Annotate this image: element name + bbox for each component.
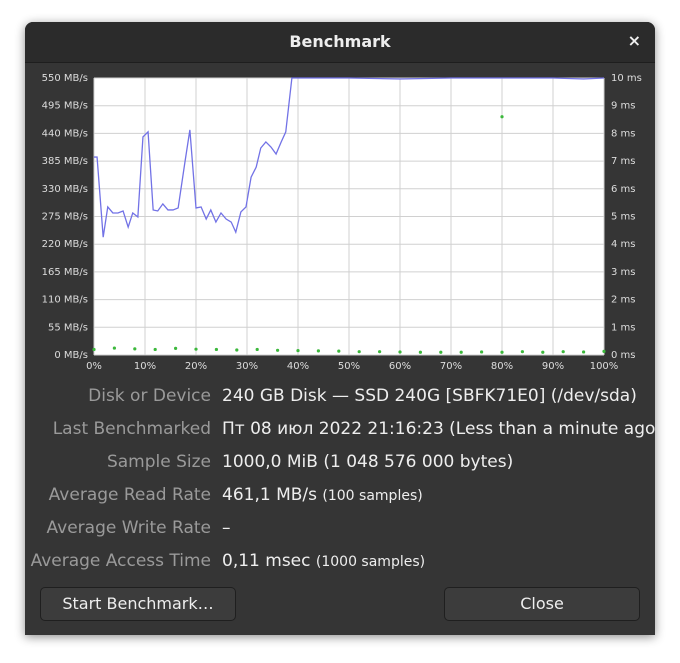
window-title: Benchmark <box>289 32 391 51</box>
x-tick-label: 40% <box>287 361 309 372</box>
y-tick-label: 110 MB/s <box>42 295 88 306</box>
x-tick-label: 50% <box>338 361 360 372</box>
y-tick-label: 330 MB/s <box>42 184 88 195</box>
x-tick-label: 10% <box>134 361 156 372</box>
access-time-point <box>235 348 239 352</box>
row-value-group: – <box>222 518 231 538</box>
info-row: Last Benchmarked Пт 08 июл 2022 21:16:23 … <box>25 419 655 445</box>
access-time-point <box>439 350 443 354</box>
x-tick-label: 20% <box>185 361 207 372</box>
row-label: Disk or Device <box>88 386 211 406</box>
x-tick-label: 100% <box>590 361 619 372</box>
y-tick-label: 0 MB/s <box>54 350 88 361</box>
access-time-point <box>276 348 280 352</box>
y-tick-label: 495 MB/s <box>42 101 88 112</box>
y2-tick-label: 6 ms <box>611 184 636 195</box>
access-time-point <box>214 347 218 352</box>
x-tick-label: 60% <box>389 361 411 372</box>
access-time-point <box>418 350 422 354</box>
access-time-point <box>520 350 524 354</box>
y2-tick-label: 10 ms <box>611 73 642 84</box>
row-value-group: 1000,0 MiB (1 048 576 000 bytes) <box>222 452 513 472</box>
access-time-point <box>316 349 320 353</box>
row-value-group: 240 GB Disk — SSD 240G [SBFK71E0] (/dev/… <box>222 386 637 406</box>
x-tick-label: 90% <box>542 361 564 372</box>
row-value: 240 GB Disk — SSD 240G [SBFK71E0] (/dev/… <box>222 386 637 406</box>
x-tick-label: 0% <box>86 361 102 372</box>
info-row: Sample Size 1000,0 MiB (1 048 576 000 byt… <box>25 452 655 478</box>
y-tick-label: 275 MB/s <box>42 212 88 223</box>
access-time-point <box>602 349 606 353</box>
access-time-point <box>357 350 361 354</box>
chart: 0% 10% 20% 30% 40% 50% 60% 70% 80% 90% 100% 0 MB/s 5… <box>42 73 642 372</box>
access-time-point <box>459 350 463 354</box>
y2-tick-label: 1 ms <box>611 322 636 333</box>
y2-tick-label: 5 ms <box>611 212 636 223</box>
row-value-group: 461,1 MB/s (100 samples) <box>222 485 423 505</box>
y2-tick-label: 8 ms <box>611 128 636 139</box>
access-time-point <box>133 347 137 351</box>
access-time-point <box>500 115 504 119</box>
row-value: 1000,0 MiB (1 048 576 000 bytes) <box>222 452 514 472</box>
y2-tick-label: 0 ms <box>611 350 636 361</box>
dialog: Benchmark × 0% 10% 20% 30% 40% 50% 60% 70% 80% 90… <box>25 22 655 635</box>
access-time-point <box>112 346 116 350</box>
access-time-point <box>561 350 565 354</box>
access-time-point <box>480 350 484 354</box>
y2-tick-label: 3 ms <box>611 267 636 278</box>
access-time-point <box>500 350 504 354</box>
row-label: Last Benchmarked <box>52 419 211 439</box>
info-row: Disk or Device 240 GB Disk — SSD 240G [SB… <box>25 386 655 412</box>
start-button[interactable]: Start Benchmark… <box>40 587 236 621</box>
y-tick-label: 550 MB/s <box>42 73 88 84</box>
access-time-point <box>582 350 586 354</box>
x-tick-label: 30% <box>236 361 258 372</box>
row-value: Пт 08 июл 2022 21:16:23 (Less than a min… <box>222 419 655 439</box>
info-row: Average Read Rate 461,1 MB/s (100 samples… <box>25 485 655 511</box>
row-label: Sample Size <box>106 452 211 472</box>
row-note: (1000 samples) <box>315 554 426 570</box>
y2-tick-label: 4 ms <box>611 239 636 250</box>
row-value-group: 0,11 msec (1000 samples) <box>222 551 425 571</box>
access-time-point <box>378 350 382 354</box>
row-label: Average Write Rate <box>46 518 211 538</box>
row-label: Average Read Rate <box>48 485 211 505</box>
info-row: Average Access Time 0,11 msec (1000 sampl… <box>25 551 655 577</box>
x-tick-label: 80% <box>491 361 513 372</box>
y-tick-label: 220 MB/s <box>42 239 88 250</box>
access-time-point <box>174 346 178 350</box>
access-time-point <box>255 347 259 352</box>
close-icon[interactable]: × <box>627 31 641 50</box>
y2-tick-label: 7 ms <box>611 156 636 167</box>
close-button[interactable]: Close <box>444 587 640 621</box>
access-time-point <box>92 347 96 352</box>
info-row: Average Write Rate – <box>25 518 655 544</box>
row-value: – <box>222 518 231 538</box>
row-value: 0,11 msec <box>222 551 311 571</box>
row-note: (100 samples) <box>322 488 423 504</box>
title-bar: Benchmark × <box>25 22 655 63</box>
y-tick-label: 165 MB/s <box>42 267 88 278</box>
access-time-point <box>541 350 545 354</box>
read-rate-line <box>94 77 605 238</box>
y-tick-label: 385 MB/s <box>42 156 88 167</box>
y2-tick-label: 9 ms <box>611 101 636 112</box>
y-tick-label: 55 MB/s <box>48 322 88 333</box>
row-value-group: Пт 08 июл 2022 21:16:23 (Less than a min… <box>222 419 655 439</box>
y-tick-label: 440 MB/s <box>42 128 88 139</box>
access-time-point <box>296 348 300 353</box>
row-label: Average Access Time <box>30 551 211 571</box>
x-tick-label: 70% <box>440 361 462 372</box>
access-time-point <box>337 349 341 353</box>
access-time-point <box>153 347 157 352</box>
access-time-point <box>194 347 198 351</box>
row-value: 461,1 MB/s <box>222 485 317 505</box>
access-time-point <box>398 350 402 354</box>
y2-tick-label: 2 ms <box>611 295 636 306</box>
